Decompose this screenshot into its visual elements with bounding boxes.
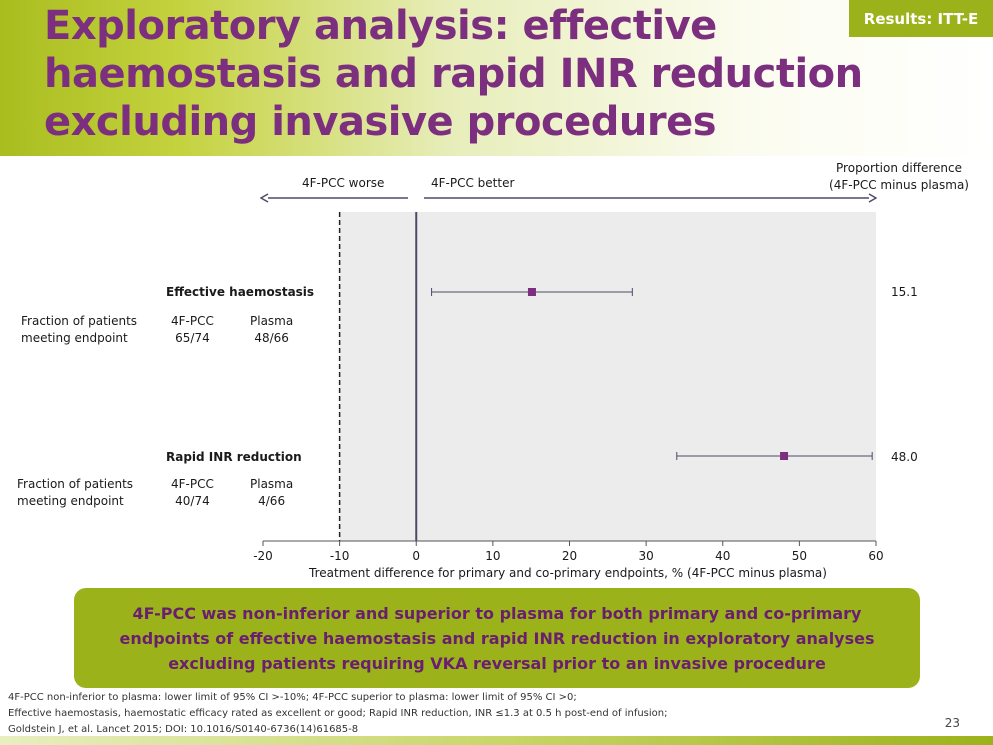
x-axis-label: Treatment difference for primary and co-… [308, 566, 827, 580]
proportion-difference-header: Proportion difference (4F-PCC minus plas… [829, 160, 969, 194]
point-estimate-marker [527, 288, 536, 296]
summary-box: 4F-PCC was non-inferior and superior to … [74, 588, 920, 688]
worse-label: 4F-PCC worse [302, 176, 385, 190]
pcc-value: 40/74 [175, 494, 210, 508]
x-tick-label: 10 [485, 549, 500, 563]
endpoint-name: Rapid INR reduction [166, 450, 302, 464]
data-points [431, 288, 873, 460]
better-label: 4F-PCC better [431, 176, 515, 190]
difference-value: 15.1 [891, 285, 918, 299]
x-tick-label: 40 [715, 549, 730, 563]
shaded-region [339, 212, 876, 541]
x-tick-label: 60 [868, 549, 883, 563]
forest-plot: -20 -10 0 10 20 30 40 50 60 Treatment difference… [253, 0, 884, 580]
pcc-fraction: 4F-PCC 40/74 [171, 476, 214, 510]
title-line-2: haemostasis and rapid INR reduction [44, 51, 863, 97]
plasma-label: Plasma [250, 314, 294, 328]
plasma-fraction: Plasma 48/66 [250, 313, 293, 347]
plasma-label: Plasma [250, 477, 294, 491]
plasma-value: 4/66 [258, 494, 286, 508]
footnote-2: Effective haemostasis, haemostatic effic… [8, 708, 668, 719]
pcc-label: 4F-PCC [171, 314, 214, 328]
x-tick-label: 20 [562, 549, 577, 563]
pcc-fraction: 4F-PCC 65/74 [171, 313, 214, 347]
x-tick-label: 30 [638, 549, 653, 563]
pcc-label: 4F-PCC [171, 477, 214, 491]
pcc-value: 65/74 [175, 331, 210, 345]
x-tick-label: -20 [253, 549, 273, 563]
x-axis-ticks: -20 -10 0 10 20 30 40 50 60 [253, 541, 884, 563]
prop-diff-line-1: Proportion difference [836, 161, 963, 175]
page-number: 23 [944, 716, 960, 730]
bottom-bar [0, 736, 993, 745]
plasma-fraction: Plasma 4/66 [250, 476, 293, 510]
point-estimate-marker [780, 452, 789, 460]
results-badge: Results: ITT-E [849, 0, 993, 37]
row-label: Fraction of patients meeting endpoint [21, 313, 137, 347]
row-label: Fraction of patients meeting endpoint [17, 476, 133, 510]
difference-value: 48.0 [891, 450, 918, 464]
x-tick-label: -10 [330, 549, 350, 563]
x-tick-label: 0 [412, 549, 420, 563]
endpoint-name: Effective haemostasis [166, 285, 315, 299]
x-tick-label: 50 [792, 549, 807, 563]
slide-title: Exploratory analysis: effective haemosta… [44, 2, 863, 146]
plasma-value: 48/66 [254, 331, 289, 345]
row-label-line-2: meeting endpoint [17, 494, 124, 508]
prop-diff-line-2: (4F-PCC minus plasma) [829, 178, 969, 192]
row-label-line-1: Fraction of patients [21, 314, 138, 328]
footnote-3: Goldstein J, et al. Lancet 2015; DOI: 10… [8, 724, 359, 735]
row-label-line-1: Fraction of patients [17, 477, 134, 491]
summary-text: 4F-PCC was non-inferior and superior to … [119, 603, 875, 673]
title-line-3: excluding invasive procedures [44, 99, 717, 145]
header-band [0, 0, 993, 156]
title-line-1: Exploratory analysis: effective [44, 3, 717, 49]
footnote-1: 4F-PCC non-inferior to plasma: lower lim… [8, 692, 577, 703]
row-label-line-2: meeting endpoint [21, 331, 128, 345]
